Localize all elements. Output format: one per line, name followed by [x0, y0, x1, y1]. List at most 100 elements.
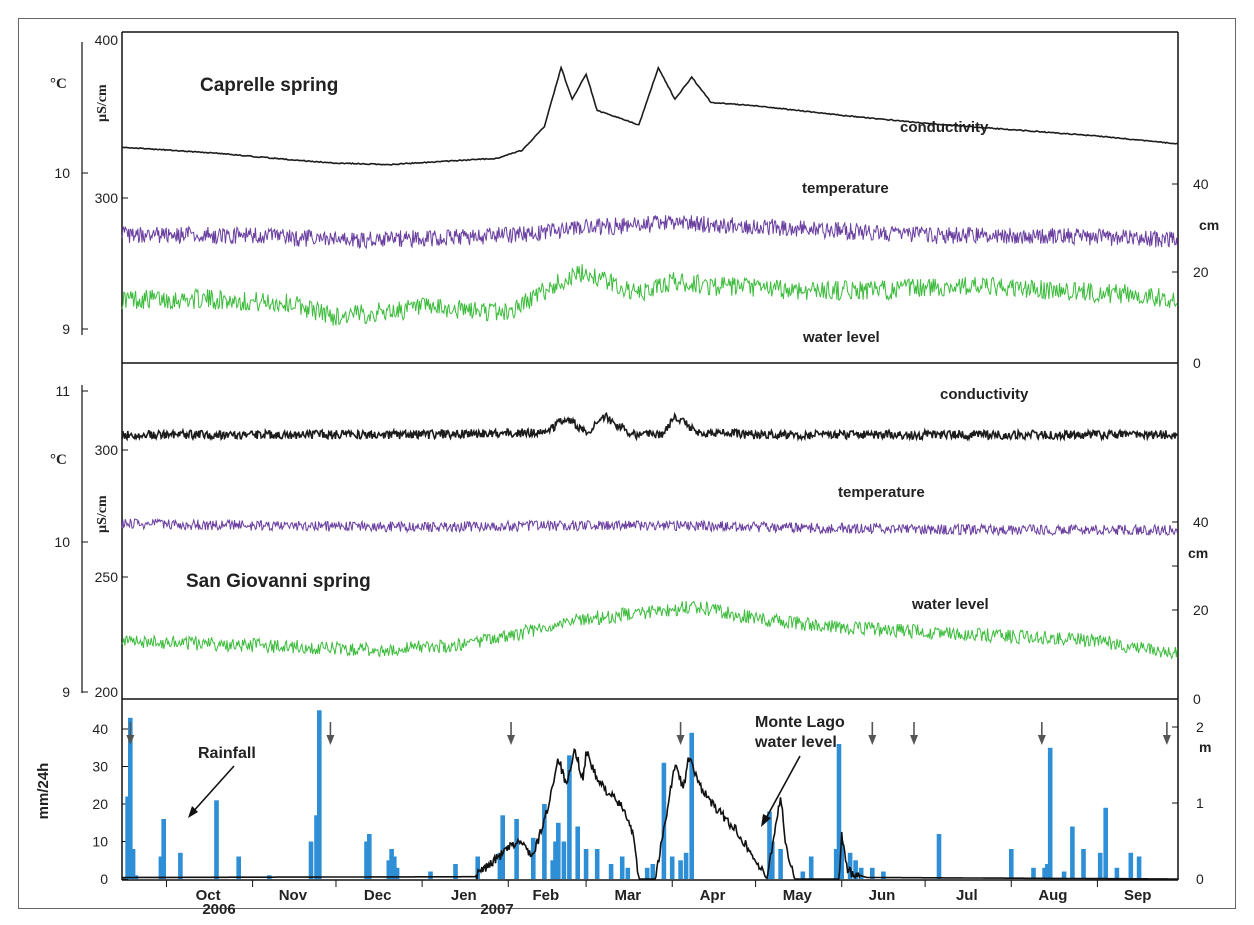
temperature-unit-label: °C — [50, 76, 67, 92]
rainfall-bar — [833, 849, 839, 879]
sampling-arrowhead — [1037, 735, 1046, 745]
rainfall-bar — [308, 841, 314, 879]
rainfall-pointer-arrow — [190, 765, 235, 815]
water-level-tick-label: 40 — [1193, 176, 1209, 192]
rainfall-bar — [561, 841, 567, 879]
series-label-water-level: water level — [911, 596, 989, 613]
rainfall-bar — [475, 856, 480, 879]
month-label: Oct — [196, 887, 221, 904]
rainfall-bar — [1009, 849, 1014, 879]
sampling-arrows — [126, 722, 1171, 745]
month-label: May — [783, 887, 813, 904]
rainfall-bar — [531, 837, 536, 880]
rainfall-bar — [1061, 871, 1067, 879]
sampling-arrowhead — [676, 735, 685, 745]
rainfall-bar — [386, 860, 392, 880]
rainfall-bar — [575, 826, 580, 879]
sampling-arrowhead — [126, 735, 135, 745]
lake-level-tick-label: 2 — [1196, 719, 1204, 735]
rainfall-bar — [650, 864, 656, 879]
rainfall-bar — [770, 841, 775, 879]
rainfall-tick-label: 20 — [92, 796, 108, 812]
conductivity-tick-label: 400 — [95, 32, 119, 48]
rainfall-bar — [1045, 864, 1050, 879]
caprelle-temperature-line — [121, 215, 1178, 250]
rainfall-bar — [1097, 852, 1103, 880]
rainfall-bar — [836, 744, 842, 879]
month-label: Sep — [1124, 887, 1152, 904]
month-label: Aug — [1038, 887, 1067, 904]
series-label-temperature: temperature — [802, 180, 889, 197]
lake-level-unit-label: m — [1199, 739, 1211, 755]
caprelle-water-level-line — [121, 264, 1178, 326]
rainfall-bar — [128, 717, 133, 880]
series-label-conductivity: conductivity — [940, 386, 1029, 403]
month-label: Feb — [532, 887, 559, 904]
rainfall-bar — [808, 856, 814, 879]
rainfall-bar — [678, 860, 683, 880]
figure-frame — [18, 18, 1236, 909]
rainfall-bar — [778, 849, 783, 879]
rainfall-bar — [767, 811, 772, 879]
month-label: Jun — [869, 887, 896, 904]
rainfall-tick-label: 0 — [100, 871, 108, 887]
rainfall-bar — [847, 852, 853, 880]
rainfall-bar — [314, 815, 319, 880]
rainfall-bar — [1070, 826, 1075, 879]
rainfall-bar — [936, 834, 942, 879]
water-level-unit-label: cm — [1188, 545, 1208, 561]
san-giovanni-water-level-line — [121, 600, 1178, 660]
rainfall-bar — [858, 867, 864, 880]
lake-pointer-arrow — [763, 755, 801, 823]
rainfall-bar — [669, 856, 675, 879]
rainfall-bar — [389, 849, 394, 879]
rainfall-axis-label: mm/24h — [35, 763, 52, 820]
rainfall-bar — [392, 856, 397, 879]
water-level-tick-label: 0 — [1193, 691, 1201, 707]
conductivity-tick-label: 200 — [95, 684, 119, 700]
lake-annotation-line1: Monte Lago — [755, 714, 845, 731]
sampling-arrowhead — [326, 735, 335, 745]
rainfall-bar — [178, 852, 183, 880]
month-label: Jul — [956, 887, 978, 904]
rainfall-bar — [428, 871, 433, 879]
rainfall-bar — [594, 849, 600, 879]
water-level-unit-label: cm — [1199, 217, 1219, 233]
panel-title: Caprelle spring — [200, 75, 338, 96]
conductivity-unit-label: µS/cm — [95, 84, 110, 122]
rainfall-bar — [853, 860, 858, 880]
rainfall-bar — [1031, 867, 1036, 880]
rainfall-bar — [125, 796, 130, 879]
series-label-water-level: water level — [802, 329, 880, 346]
rainfall-bar — [608, 864, 614, 879]
rainfall-bar — [881, 871, 886, 879]
lake-level-tick-label: 0 — [1196, 871, 1204, 887]
rainfall-bar — [556, 822, 561, 880]
rainfall-bar — [317, 710, 322, 880]
sampling-arrowhead — [507, 735, 516, 745]
water-level-tick-label: 20 — [1193, 602, 1209, 618]
rainfall-bar — [1103, 807, 1108, 880]
sampling-arrowhead — [910, 735, 918, 745]
rainfall-bar — [550, 860, 555, 880]
conductivity-tick-label: 250 — [95, 569, 119, 585]
temperature-tick-label: 9 — [62, 321, 70, 337]
rainfall-bar — [367, 834, 372, 879]
year-label-2006: 2006 — [202, 901, 235, 918]
panel-title: San Giovanni spring — [186, 571, 371, 592]
rainfall-bar — [158, 856, 164, 879]
rainfall-bar — [130, 849, 136, 879]
rainfall-bar — [453, 864, 458, 879]
rainfall-bar — [236, 856, 241, 879]
rainfall-bar — [394, 867, 400, 880]
month-label: Apr — [700, 887, 726, 904]
rainfall-bar — [839, 841, 844, 879]
month-label: Mar — [614, 887, 641, 904]
sampling-arrowhead — [1162, 735, 1171, 745]
year-label-2007: 2007 — [480, 901, 513, 918]
rainfall-pointer-arrowhead — [188, 806, 198, 818]
temperature-tick-label: 11 — [55, 383, 70, 399]
temperature-tick-label: 10 — [54, 165, 70, 181]
water-level-tick-label: 0 — [1193, 355, 1201, 371]
